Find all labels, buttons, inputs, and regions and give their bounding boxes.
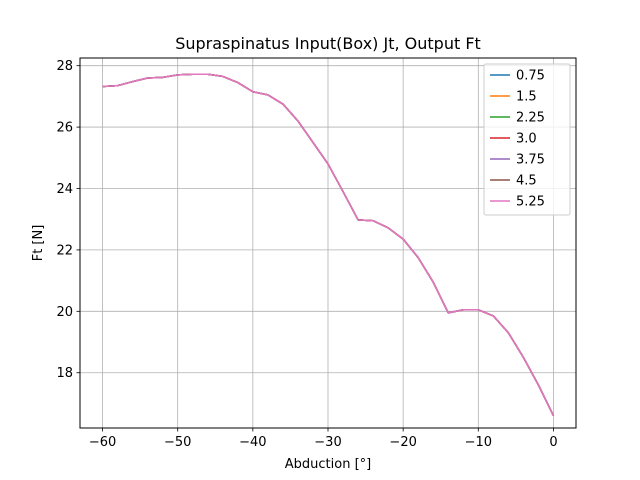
y-tick-label: 18 [56, 366, 73, 381]
series-line-5.25 [102, 73, 555, 417]
legend-label: 1.5 [516, 90, 537, 105]
y-tick-label: 28 [56, 59, 73, 74]
x-tick-label: −60 [89, 435, 116, 450]
x-tick-label: 0 [549, 435, 557, 450]
legend-label: 0.75 [516, 69, 545, 84]
legend-label: 5.25 [516, 195, 545, 210]
legend-label: 2.25 [516, 111, 545, 126]
axis-ticks: −60 −50 −40 −30 −20 −10 0 18 20 22 24 26 28 [56, 59, 557, 450]
y-tick-label: 20 [56, 305, 73, 320]
x-tick-label: −50 [164, 435, 191, 450]
x-tick-label: −10 [465, 435, 492, 450]
x-tick-label: −20 [389, 435, 416, 450]
y-tick-label: 22 [56, 243, 73, 258]
legend-label: 3.75 [516, 153, 545, 168]
x-axis-label: Abduction [°] [285, 457, 371, 472]
y-axis-label: Ft [N] [31, 225, 46, 262]
legend-label: 4.5 [516, 174, 537, 189]
plot-lines [102, 73, 555, 417]
legend-label: 3.0 [516, 132, 537, 147]
chart-title: Supraspinatus Input(Box) Jt, Output Ft [175, 34, 481, 53]
x-tick-label: −40 [239, 435, 266, 450]
legend-box [483, 63, 571, 216]
y-tick-label: 26 [56, 121, 73, 136]
y-tick-label: 24 [56, 182, 73, 197]
legend: 0.75 1.5 2.25 3.0 3.75 4.5 5.25 [483, 63, 571, 216]
x-tick-label: −30 [314, 435, 341, 450]
